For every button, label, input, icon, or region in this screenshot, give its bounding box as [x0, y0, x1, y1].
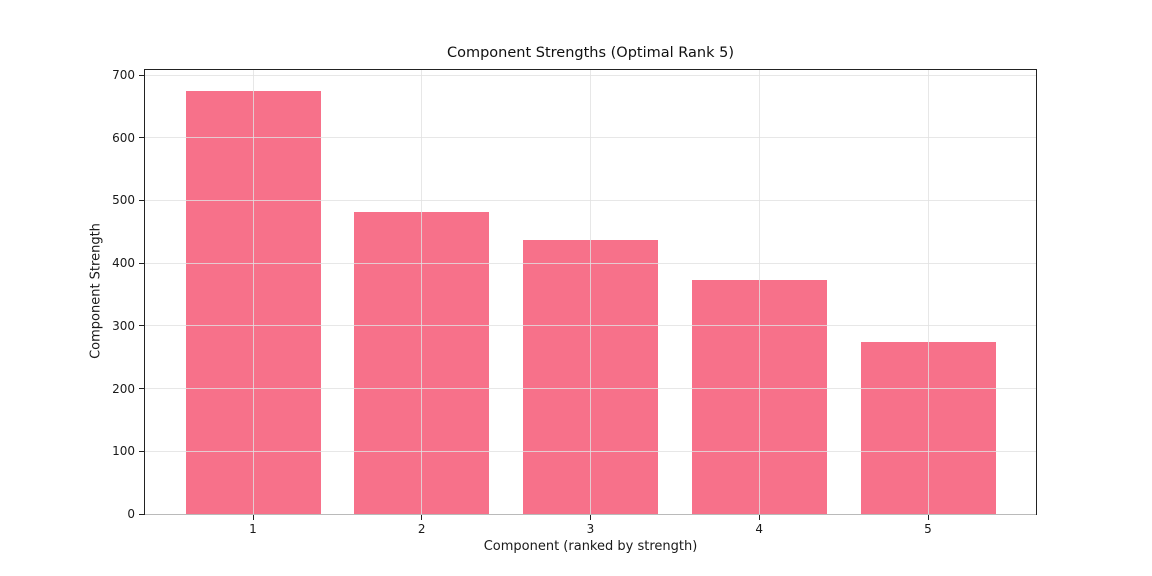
- x-axis-label: Component (ranked by strength): [483, 539, 698, 554]
- y-tick-label: 300: [112, 318, 135, 333]
- x-tick-mark: [590, 515, 591, 520]
- chart-title: Component Strengths (Optimal Rank 5): [446, 45, 735, 61]
- bar: [691, 280, 827, 514]
- y-tick-label: 0: [127, 507, 135, 521]
- y-tick-label: 600: [112, 130, 135, 145]
- x-tick-mark: [927, 515, 929, 520]
- y-tick-label: 500: [112, 193, 135, 208]
- y-tick-mark: [139, 388, 144, 390]
- bars-layer: [145, 70, 1036, 514]
- x-tick-mark: [758, 515, 760, 520]
- x-tick-label: 3: [586, 522, 595, 536]
- y-tick-mark: [139, 262, 144, 264]
- x-tick-mark: [421, 515, 423, 520]
- y-tick-label: 200: [112, 381, 135, 396]
- x-tick-label: 2: [417, 522, 426, 536]
- y-tick-mark: [139, 137, 144, 139]
- x-tick-label: 5: [924, 522, 932, 536]
- y-tick-label: 700: [112, 68, 135, 83]
- plot-area: [144, 69, 1037, 515]
- y-axis-label: Component Strength: [88, 223, 104, 359]
- y-tick-label: 100: [112, 444, 135, 459]
- x-tick-label: 1: [249, 522, 257, 536]
- y-tick-label: 400: [112, 256, 135, 271]
- x-tick-mark: [252, 515, 254, 520]
- bar: [523, 239, 658, 514]
- y-tick-mark: [139, 325, 144, 327]
- bar: [354, 211, 490, 514]
- x-tick-label: 4: [755, 522, 764, 536]
- bar: [185, 91, 321, 514]
- bar: [860, 341, 996, 514]
- y-tick-mark: [139, 74, 144, 76]
- y-tick-mark: [139, 199, 144, 201]
- y-tick-mark: [139, 513, 144, 515]
- y-tick-mark: [139, 450, 144, 452]
